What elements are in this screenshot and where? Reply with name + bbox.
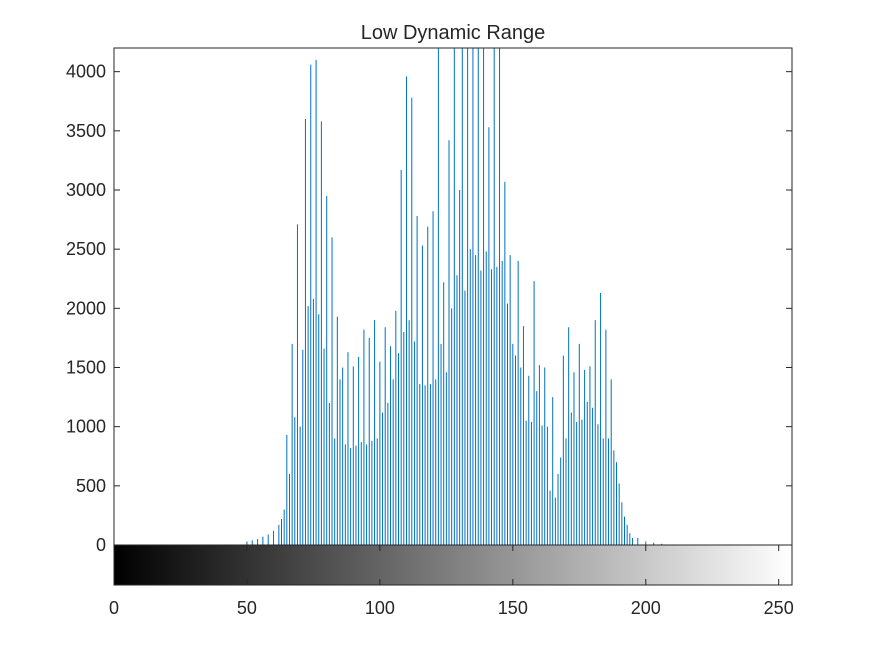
y-tick-label: 500 xyxy=(76,476,106,496)
grayscale-colorbar xyxy=(113,544,793,586)
x-tick-label: 100 xyxy=(365,598,395,618)
x-tick-label: 200 xyxy=(631,598,661,618)
x-axis: 0 50 100 150 200 250 xyxy=(109,545,794,618)
y-tick-label: 3500 xyxy=(66,121,106,141)
chart-title: Low Dynamic Range xyxy=(361,22,546,44)
x-tick-label: 250 xyxy=(764,598,794,618)
y-tick-label: 2000 xyxy=(66,298,106,318)
x-tick-label: 50 xyxy=(237,598,257,618)
y-tick-label: 4000 xyxy=(66,62,106,82)
y-tick-label: 1000 xyxy=(66,417,106,437)
x-tick-label: 0 xyxy=(109,598,119,618)
y-tick-label: 2500 xyxy=(66,239,106,259)
x-tick-label: 150 xyxy=(498,598,528,618)
histogram-bars xyxy=(246,48,663,545)
y-axis: 0 500 1000 1500 2000 2500 3000 3500 4000 xyxy=(66,62,792,555)
y-tick-label: 3000 xyxy=(66,180,106,200)
y-tick-label: 0 xyxy=(96,535,106,555)
y-tick-label: 1500 xyxy=(66,358,106,378)
